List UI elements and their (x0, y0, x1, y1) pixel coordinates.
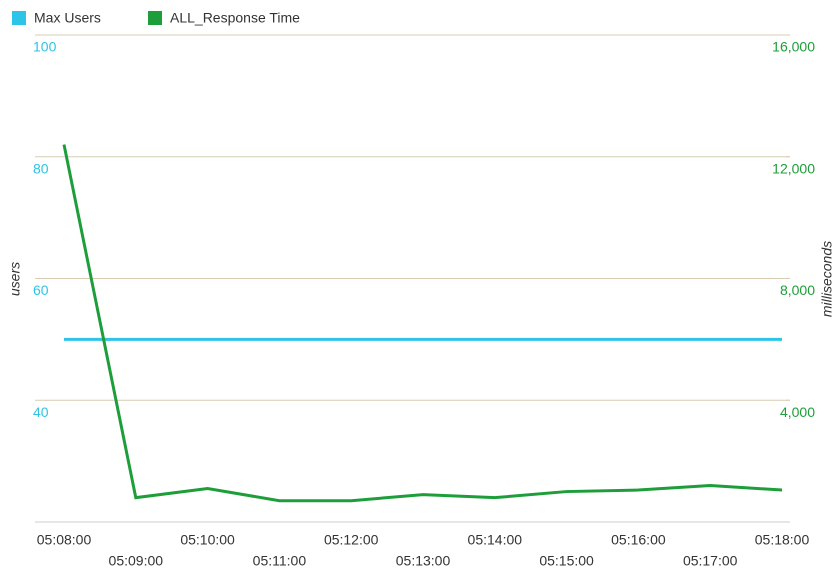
x-tick-label: 05:15:00 (539, 553, 594, 569)
y2-tick-label: 16,000 (772, 39, 815, 55)
y2-tick-label: 8,000 (780, 282, 815, 298)
x-tick-label: 05:12:00 (324, 532, 379, 548)
x-tick-label: 05:18:00 (755, 532, 810, 548)
y2-tick-label: 4,000 (780, 404, 815, 420)
y-tick-label: 80 (33, 160, 49, 176)
x-tick-label: 05:14:00 (468, 532, 523, 548)
legend-label: Max Users (34, 10, 101, 26)
y-axis-label: users (7, 262, 23, 296)
x-tick-label: 05:16:00 (611, 532, 666, 548)
x-tick-label: 05:11:00 (253, 553, 307, 569)
y-tick-label: 100 (33, 39, 57, 55)
x-tick-label: 05:08:00 (37, 532, 92, 548)
x-tick-label: 05:13:00 (396, 553, 451, 569)
y2-axis-label: milliseconds (819, 241, 835, 317)
legend-swatch (12, 11, 26, 25)
legend-label: ALL_Response Time (170, 10, 300, 26)
line-series (62, 144, 783, 503)
y-tick-label: 40 (33, 404, 49, 420)
y-tick-label: 60 (33, 282, 49, 298)
x-tick-label: 05:17:00 (683, 553, 738, 569)
x-tick-label: 05:10:00 (180, 532, 235, 548)
legend-swatch (148, 11, 162, 25)
x-tick-label: 05:09:00 (109, 553, 164, 569)
y2-tick-label: 12,000 (772, 160, 815, 176)
